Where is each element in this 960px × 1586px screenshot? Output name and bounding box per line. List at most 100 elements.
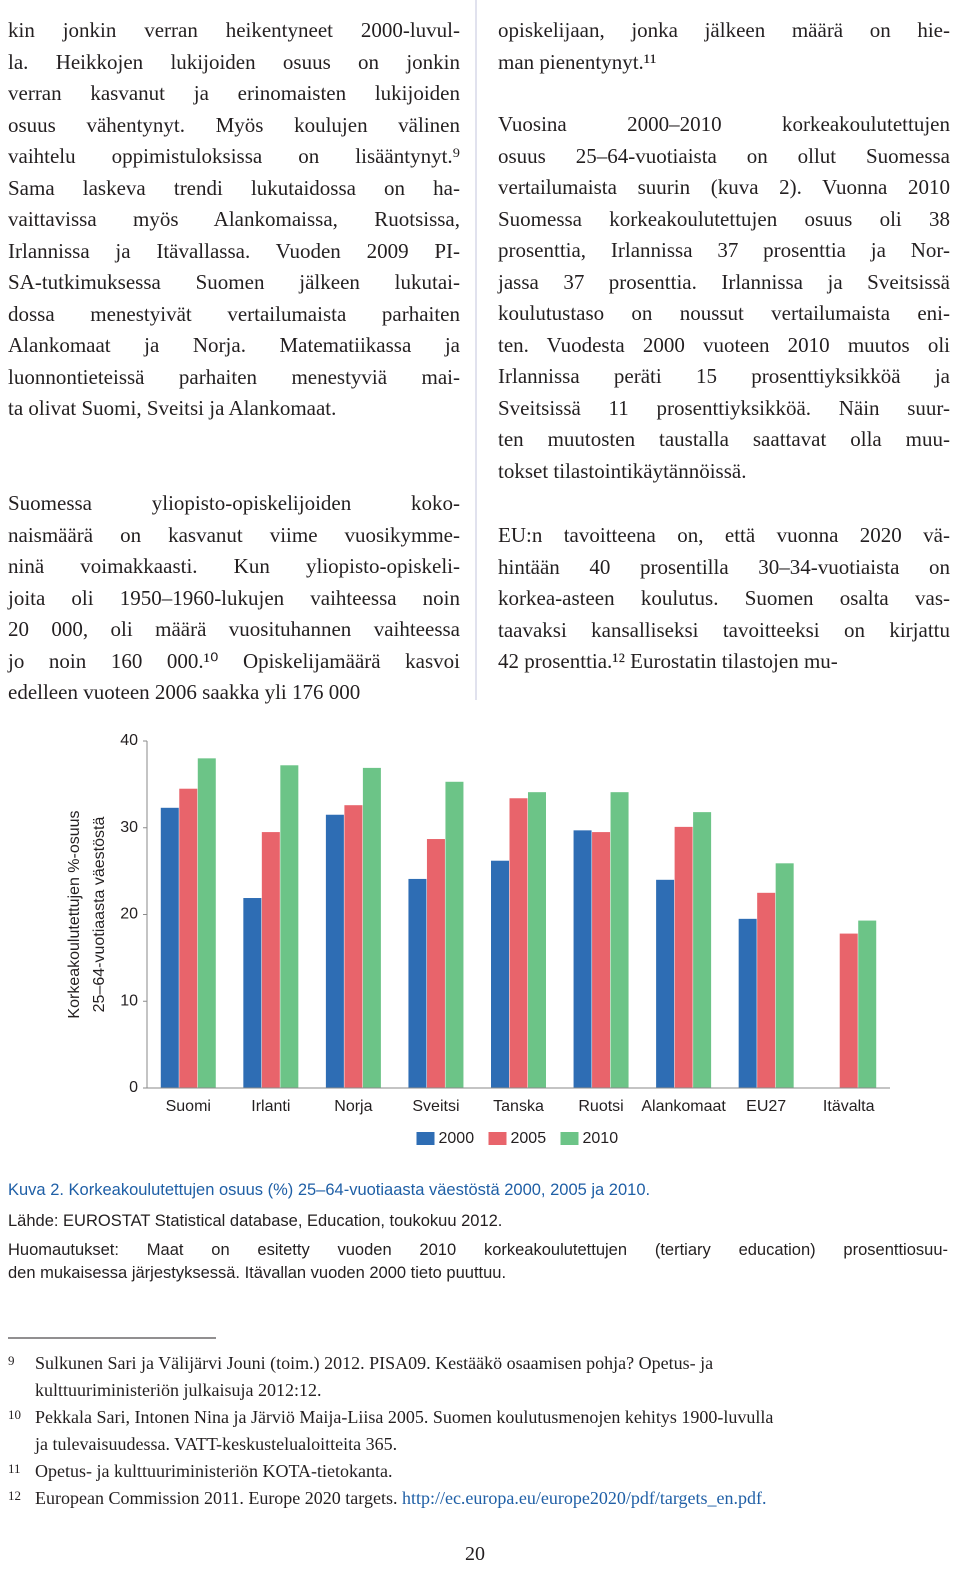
paragraph: kin jonkin verran heikentyneet 2000-luvu…	[8, 15, 460, 425]
bar	[445, 781, 464, 1088]
text-line: ten muutosten taustalla saattavat olla m…	[498, 427, 950, 451]
footnote-number: 10	[8, 1407, 21, 1422]
footnote-line: Opetus- ja kulttuuriministeriön KOTA-tie…	[35, 1461, 393, 1481]
footnote-line: kulttuuriministeriön julkaisuja 2012:12.	[35, 1380, 322, 1400]
legend-swatch	[560, 1132, 579, 1145]
footnote-line: Pekkala Sari, Intonen Nina ja Järviö Mai…	[35, 1407, 774, 1427]
text-line: 42 prosenttia.¹² Eurostatin tilastojen m…	[498, 649, 838, 673]
text-line: 20 000, oli määrä vuosituhannen vaihtees…	[8, 617, 460, 641]
text-line: joita oli 1950–1960-lukujen vaihteessa n…	[8, 585, 460, 610]
text-line: Irlannissa ja Itävallassa. Vuoden 2009 P…	[8, 238, 460, 263]
bar	[179, 788, 198, 1088]
x-tick-label: EU27	[746, 1098, 786, 1115]
figure-caption: Kuva 2. Korkeakoulutettujen osuus (%) 25…	[8, 1178, 948, 1284]
footnote-line: ja tulevaisuudessa. VATT-keskustelualoit…	[35, 1434, 398, 1454]
text-line: korkea-asteen koulutus. Suomen osalta va…	[498, 586, 950, 610]
y-axis-label: 25–64-vuotiaasta väestöstä	[91, 817, 108, 1013]
paragraph: Vuosina 2000–2010 korkeakoulutettujen osu…	[498, 109, 950, 487]
footnote-number: 11	[8, 1461, 21, 1476]
text-line: Suomessa yliopisto-opiskelijoiden koko-	[8, 491, 460, 515]
page-number: 20	[465, 1543, 485, 1565]
y-tick-label: 20	[120, 906, 138, 923]
bar	[656, 879, 675, 1088]
legend-label: 2000	[439, 1130, 475, 1147]
text-line: Vuosina 2000–2010 korkeakoulutettujen	[498, 112, 950, 136]
bar	[839, 933, 858, 1088]
text-line: Irlannissa peräti 15 prosenttiyksikköä j…	[498, 364, 950, 388]
text-line: Sveitsissä 11 prosenttiyksikköä. Näin su…	[498, 395, 950, 420]
text-line: Sama laskeva trendi lukutaidossa on ha-	[8, 175, 460, 200]
text-line: Alankomaat ja Norja. Matematiikassa ja	[8, 333, 460, 357]
text-line: EU:n tavoitteena on, että vuonna 2020 vä…	[498, 523, 950, 547]
bar	[592, 832, 611, 1088]
text-line: ninä voimakkaasti. Kun yliopisto-opiskel…	[8, 554, 460, 578]
text-line: tokset tilastointikäytännöissä.	[498, 458, 747, 483]
bar	[280, 765, 299, 1088]
text-line: jo noin 160 000.¹⁰ Opiskelijamäärä kasvo…	[8, 648, 460, 673]
text-line: prosenttia, Irlannissa 37 prosenttia ja …	[498, 238, 950, 262]
y-tick-label: 10	[120, 992, 138, 1009]
text-line: SA-tutkimuksessa Suomen jälkeen lukutai-	[8, 270, 460, 294]
bar	[757, 892, 776, 1088]
x-tick-label: Itävalta	[823, 1098, 875, 1115]
bar	[693, 812, 712, 1088]
bar	[858, 920, 877, 1088]
bar	[775, 863, 794, 1088]
footnote-line: European Commission 2011. Europe 2020 ta…	[35, 1488, 767, 1508]
bar	[426, 839, 445, 1088]
footnote: 9 Sulkunen Sari ja Välijärvi Jouni (toim.…	[8, 1350, 948, 1404]
text-line: taavaksi kansalliseksi tavoitteeksi on k…	[498, 617, 950, 642]
footnote: 10 Pekkala Sari, Intonen Nina ja Järviö M…	[8, 1404, 948, 1458]
bar	[573, 830, 592, 1088]
y-tick-label: 30	[120, 819, 138, 836]
bar	[325, 814, 344, 1088]
note-line: den mukaisessa järjestyksessä. Itävallan…	[8, 1264, 507, 1282]
x-tick-label: Norja	[334, 1098, 372, 1115]
text-line: vaihtelu oppimistuloksissa on lisääntyny…	[8, 144, 460, 168]
caption-title: Kuva 2. Korkeakoulutettujen osuus (%) 25…	[8, 1181, 651, 1199]
x-tick-label: Irlanti	[251, 1098, 290, 1115]
y-axis-label: Korkeakoulutettujen %-osuus	[66, 810, 83, 1018]
text-line: Suomessa korkeakoulutettujen osuus oli 3…	[498, 206, 950, 231]
bar	[344, 805, 363, 1088]
text-line: hintään 40 prosentilla 30–34-vuotiaista …	[498, 554, 950, 579]
x-tick-label: Ruotsi	[578, 1098, 623, 1115]
x-tick-label: Suomi	[166, 1098, 211, 1115]
bar	[261, 832, 280, 1088]
bar	[509, 798, 528, 1088]
text-line: koulutustaso on noussut vertailumaista e…	[498, 301, 950, 325]
x-tick-label: Alankomaat	[641, 1098, 726, 1115]
y-tick-label: 40	[120, 732, 138, 749]
paragraph: opiskelijaan, jonka jälkeen määrä on hie…	[498, 15, 950, 78]
footnotes: 9 Sulkunen Sari ja Välijärvi Jouni (toim.…	[8, 1350, 948, 1512]
text-line: kin jonkin verran heikentyneet 2000-luvu…	[8, 18, 460, 42]
text-line: man pienentynyt.¹¹	[498, 49, 657, 74]
paragraph: EU:n tavoitteena on, että vuonna 2020 vä…	[498, 520, 950, 678]
text-line: luonnontieteissä parhaiten menestyviä ma…	[8, 364, 460, 389]
text-line: ten. Vuodesta 2000 vuoteen 2010 muutos o…	[498, 332, 950, 357]
legend-swatch	[488, 1132, 507, 1145]
bar	[197, 758, 216, 1088]
footnote-line: Sulkunen Sari ja Välijärvi Jouni (toim.)…	[35, 1353, 714, 1373]
bar	[408, 878, 427, 1088]
caption-source: Lähde: EUROSTAT Statistical database, Ed…	[8, 1212, 503, 1230]
legend-label: 2010	[583, 1130, 619, 1147]
bar	[610, 792, 629, 1088]
bar	[528, 792, 546, 1088]
text-line: la. Heikkojen lukijoiden osuus on jonkin	[8, 49, 460, 74]
text-line: osuus vähentynyt. Myös koulujen välinen	[8, 112, 460, 137]
note-line: Huomautukset: Maat on esitetty vuoden 20…	[8, 1241, 948, 1259]
x-tick-label: Sveitsi	[412, 1098, 459, 1115]
bar	[243, 898, 262, 1088]
legend-label: 2005	[511, 1130, 547, 1147]
text-line: jassa 37 prosenttia. Irlannissa ja Sveit…	[498, 269, 950, 294]
text-line: opiskelijaan, jonka jälkeen määrä on hie…	[498, 18, 950, 42]
footnote-number: 12	[8, 1488, 21, 1503]
footnote: 12 European Commission 2011. Europe 2020 …	[8, 1485, 948, 1512]
text-line: vaittavissa myös Alankomaissa, Ruotsissa…	[8, 207, 460, 231]
footnote-link[interactable]: http://ec.europa.eu/europe2020/pdf/targe…	[401, 1488, 767, 1508]
bar	[362, 767, 381, 1088]
